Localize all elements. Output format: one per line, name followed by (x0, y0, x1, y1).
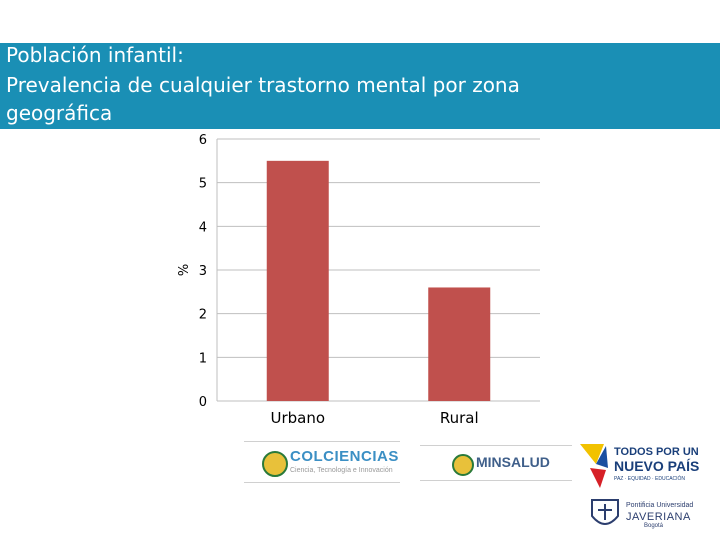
coat-of-arms-icon (262, 451, 288, 477)
javeriana-shield-icon (591, 499, 619, 525)
bar-rural (428, 287, 491, 401)
title-line-2: Prevalencia de cualquier trastorno menta… (6, 73, 520, 97)
javeriana-line3: Bogotá (644, 523, 664, 529)
y-axis-label: % (177, 264, 192, 276)
y-tick-label: 0 (199, 395, 207, 410)
x-category-label: Urbano (270, 409, 325, 427)
title-bar: Población infantil: Prevalencia de cualq… (0, 43, 720, 129)
x-category-labels: Urbano Rural (270, 409, 478, 427)
gridlines (217, 138, 540, 402)
y-tick-label: 6 (199, 133, 207, 148)
todos-por-un-nuevo-pais-logo: TODOS POR UN NUEVO PAÍS PAZ · EQUIDAD · … (576, 440, 716, 490)
todos-line2: NUEVO PAÍS (614, 458, 700, 474)
title-line-3: geográfica (6, 101, 113, 125)
x-category-label: Rural (440, 409, 479, 427)
y-tick-label: 2 (199, 308, 207, 323)
minsalud-logo: MINSALUD (420, 445, 572, 481)
y-tick-label: 4 (199, 220, 207, 235)
javeriana-line1: Pontificia Universidad (626, 502, 694, 509)
coat-of-arms-icon (452, 454, 474, 476)
colciencias-name: COLCIENCIAS (290, 448, 399, 465)
bars (266, 160, 491, 401)
colciencias-tagline: Ciencia, Tecnología e Innovación (290, 467, 393, 474)
javeriana-logo: Pontificia Universidad JAVERIANA Bogotá (588, 494, 716, 534)
y-tick-labels: 0 1 2 3 4 5 6 (199, 133, 207, 410)
y-tick-label: 1 (199, 351, 207, 366)
y-tick-label: 5 (199, 177, 207, 192)
todos-line3: PAZ · EQUIDAD · EDUCACIÓN (614, 476, 686, 482)
colombia-flag-mark-icon (580, 444, 608, 488)
title-line-1: Población infantil: (6, 43, 184, 67)
javeriana-line2: JAVERIANA (626, 511, 691, 523)
colciencias-logo: COLCIENCIAS Ciencia, Tecnología e Innova… (244, 441, 400, 483)
y-tick-label: 3 (199, 264, 207, 279)
minsalud-name: MINSALUD (476, 454, 550, 470)
bar-urbano (266, 160, 329, 401)
todos-line1: TODOS POR UN (614, 446, 699, 458)
